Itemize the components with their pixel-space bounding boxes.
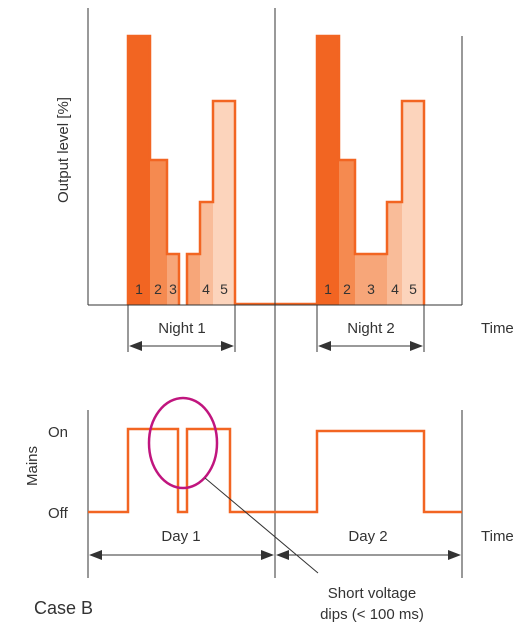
day-1-span: Day 1 (89, 528, 274, 560)
night-2-steps (315, 34, 426, 305)
arrow-left-icon (89, 550, 102, 560)
night-2-step-number: 3 (367, 281, 375, 297)
night-1-outline (126, 34, 237, 305)
night-1-step-number: 1 (135, 281, 143, 297)
annotation-line-2: dips (< 100 ms) (320, 606, 424, 623)
night-1-step-number: 5 (220, 281, 228, 297)
night-1-step-5 (213, 101, 235, 305)
output-level-chart: Output level [%] 1 2 3 4 5 1 2 3 4 5 Nig… (55, 8, 514, 352)
night-2-outline (315, 34, 426, 305)
night-1-step-2 (150, 160, 167, 305)
mains-label: Mains (24, 446, 41, 486)
night-2-step-4 (387, 202, 402, 305)
arrow-right-icon (261, 550, 274, 560)
night-2-step-1 (317, 36, 339, 305)
night-1-step-number: 2 (154, 281, 162, 297)
night-1-span: Night 1 (127, 305, 236, 352)
night-2-step-2 (339, 160, 355, 305)
on-label: On (48, 424, 68, 441)
arrow-left-icon (318, 341, 331, 351)
night-2-step-numbers: 1 2 3 4 5 (324, 281, 417, 297)
off-label: Off (48, 505, 69, 522)
night-2-step-3 (355, 254, 387, 305)
night-1-step-numbers: 1 2 3 4 5 (135, 281, 228, 297)
night-1-step-4 (200, 202, 213, 305)
top-y-axis-label: Output level [%] (55, 97, 72, 203)
night-2-step-number: 1 (324, 281, 332, 297)
night-2-span: Night 2 (316, 305, 425, 352)
night-1-steps (126, 34, 237, 305)
day-2-label: Day 2 (348, 528, 387, 545)
day-1-label: Day 1 (161, 528, 200, 545)
arrow-left-icon (276, 550, 289, 560)
arrow-right-icon (448, 550, 461, 560)
arrow-right-icon (221, 341, 234, 351)
night-1-step-number: 3 (169, 281, 177, 297)
case-label: Case B (34, 598, 93, 618)
night-2-step-number: 2 (343, 281, 351, 297)
arrow-right-icon (410, 341, 423, 351)
bottom-time-label: Time (481, 528, 514, 545)
arrow-left-icon (129, 341, 142, 351)
mains-chart: Mains On Off Day 1 Day 2 Time Short volt… (24, 396, 514, 623)
annotation-pointer (204, 477, 319, 574)
top-time-label: Time (481, 320, 514, 337)
night-1-step-4a (187, 254, 200, 305)
night-2-step-number: 5 (409, 281, 417, 297)
mains-signal (88, 427, 462, 514)
night-1-step-number: 4 (202, 281, 210, 297)
voltage-dip-highlight (147, 396, 219, 490)
night-2-step-5 (402, 101, 424, 305)
night-2-label: Night 2 (347, 320, 395, 337)
night-1-step-3 (167, 254, 179, 305)
night-2-step-number: 4 (391, 281, 399, 297)
annotation-line-1: Short voltage (328, 585, 416, 602)
night-1-label: Night 1 (158, 320, 206, 337)
night-1-step-1 (128, 36, 150, 305)
day-2-span: Day 2 (276, 528, 461, 560)
